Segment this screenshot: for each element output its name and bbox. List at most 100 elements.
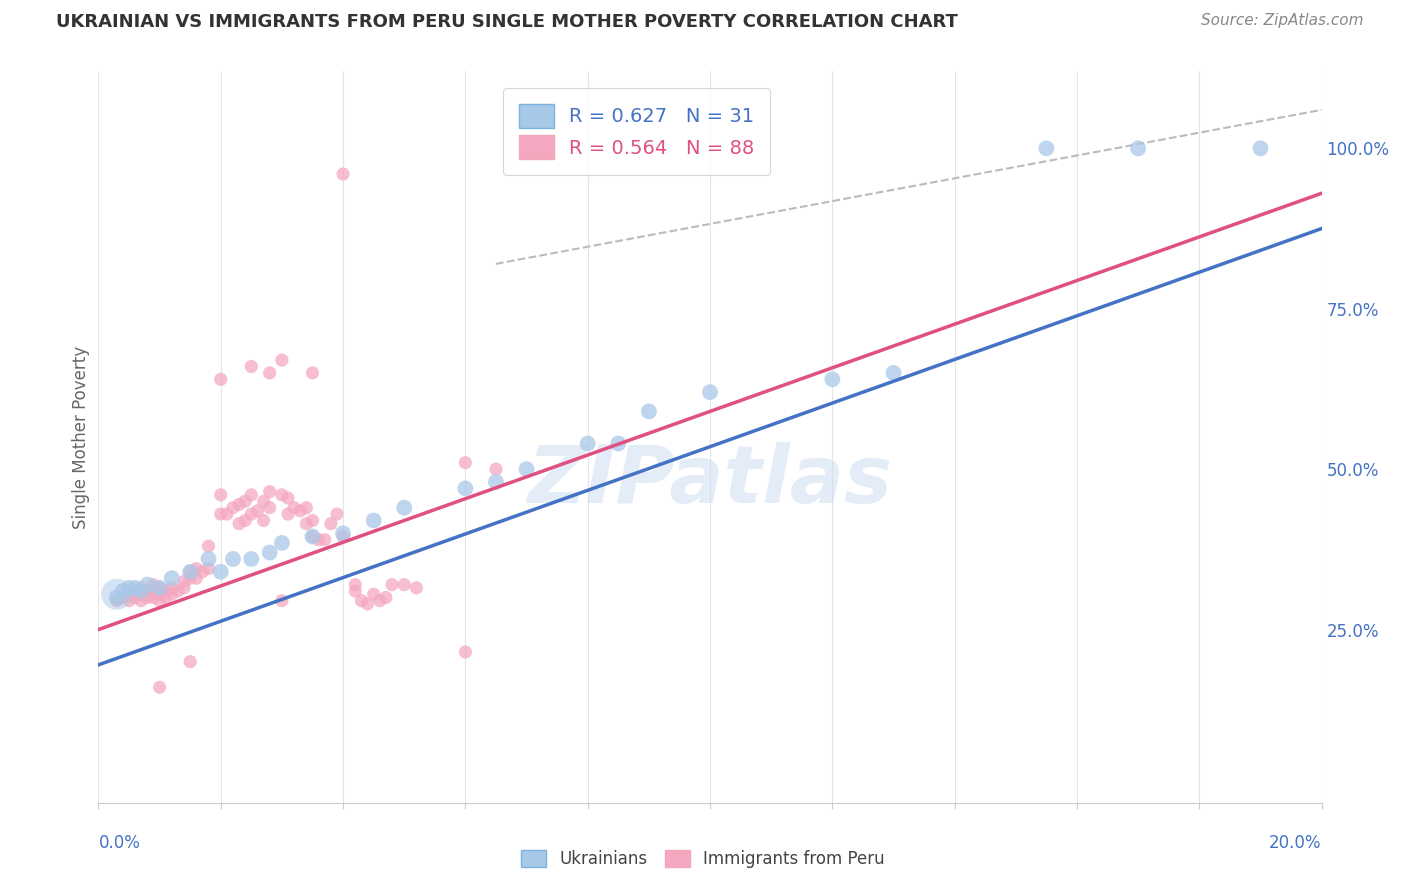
Point — [405, 581, 427, 595]
Point — [118, 581, 141, 595]
Point — [136, 577, 159, 591]
Point — [259, 366, 281, 380]
Point — [179, 655, 201, 669]
Point — [576, 436, 599, 450]
Point — [105, 593, 128, 607]
Point — [240, 488, 263, 502]
Point — [363, 587, 385, 601]
Point — [252, 494, 274, 508]
Point — [149, 681, 172, 695]
Point — [129, 593, 152, 607]
Point — [314, 533, 336, 547]
Point — [301, 514, 323, 528]
Point — [485, 462, 508, 476]
Point — [136, 591, 159, 605]
Point — [252, 514, 274, 528]
Point — [118, 593, 141, 607]
Point — [277, 507, 299, 521]
Legend: R = 0.627   N = 31, R = 0.564   N = 88: R = 0.627 N = 31, R = 0.564 N = 88 — [503, 88, 770, 175]
Point — [179, 565, 201, 579]
Point — [118, 587, 141, 601]
Point — [301, 529, 323, 543]
Point — [637, 404, 661, 418]
Point — [149, 581, 172, 595]
Point — [160, 581, 183, 595]
Point — [308, 533, 330, 547]
Point — [186, 571, 208, 585]
Point — [233, 494, 256, 508]
Point — [363, 514, 385, 528]
Text: 0.0%: 0.0% — [98, 834, 141, 852]
Point — [290, 504, 312, 518]
Point — [209, 565, 232, 579]
Point — [319, 516, 342, 531]
Point — [111, 591, 134, 605]
Point — [209, 507, 232, 521]
Point — [215, 507, 238, 521]
Point — [240, 359, 263, 374]
Point — [332, 526, 354, 541]
Point — [270, 536, 292, 550]
Point — [240, 552, 263, 566]
Point — [228, 498, 250, 512]
Point — [883, 366, 905, 380]
Point — [301, 529, 323, 543]
Text: UKRAINIAN VS IMMIGRANTS FROM PERU SINGLE MOTHER POVERTY CORRELATION CHART: UKRAINIAN VS IMMIGRANTS FROM PERU SINGLE… — [56, 13, 957, 31]
Point — [295, 516, 318, 531]
Point — [155, 591, 177, 605]
Point — [326, 507, 349, 521]
Point — [516, 462, 538, 476]
Point — [149, 581, 172, 595]
Point — [111, 584, 134, 599]
Point — [485, 475, 508, 489]
Point — [350, 593, 373, 607]
Point — [392, 577, 416, 591]
Point — [142, 584, 165, 599]
Point — [381, 577, 404, 591]
Point — [699, 385, 721, 400]
Point — [124, 584, 146, 599]
Point — [1249, 141, 1271, 155]
Point — [1128, 141, 1150, 155]
Point — [222, 552, 245, 566]
Point — [124, 581, 146, 595]
Point — [209, 488, 232, 502]
Point — [129, 581, 152, 595]
Point — [454, 456, 477, 470]
Point — [149, 593, 172, 607]
Point — [332, 529, 354, 543]
Point — [197, 561, 219, 575]
Text: ZIPatlas: ZIPatlas — [527, 442, 893, 520]
Point — [283, 500, 305, 515]
Point — [368, 593, 391, 607]
Legend: Ukrainians, Immigrants from Peru: Ukrainians, Immigrants from Peru — [515, 843, 891, 875]
Point — [142, 577, 165, 591]
Point — [160, 587, 183, 601]
Point — [197, 539, 219, 553]
Point — [105, 591, 128, 605]
Point — [155, 584, 177, 599]
Point — [240, 507, 263, 521]
Point — [105, 587, 128, 601]
Point — [233, 514, 256, 528]
Point — [124, 591, 146, 605]
Point — [374, 591, 396, 605]
Point — [246, 504, 269, 518]
Point — [392, 500, 416, 515]
Point — [209, 372, 232, 386]
Y-axis label: Single Mother Poverty: Single Mother Poverty — [72, 345, 90, 529]
Point — [607, 436, 630, 450]
Point — [228, 516, 250, 531]
Point — [259, 545, 281, 559]
Point — [136, 584, 159, 599]
Point — [344, 584, 367, 599]
Point — [167, 584, 190, 599]
Point — [142, 591, 165, 605]
Point — [191, 565, 214, 579]
Point — [301, 366, 323, 380]
Point — [173, 581, 195, 595]
Point — [454, 482, 477, 496]
Point — [270, 593, 292, 607]
Point — [295, 500, 318, 515]
Point — [277, 491, 299, 505]
